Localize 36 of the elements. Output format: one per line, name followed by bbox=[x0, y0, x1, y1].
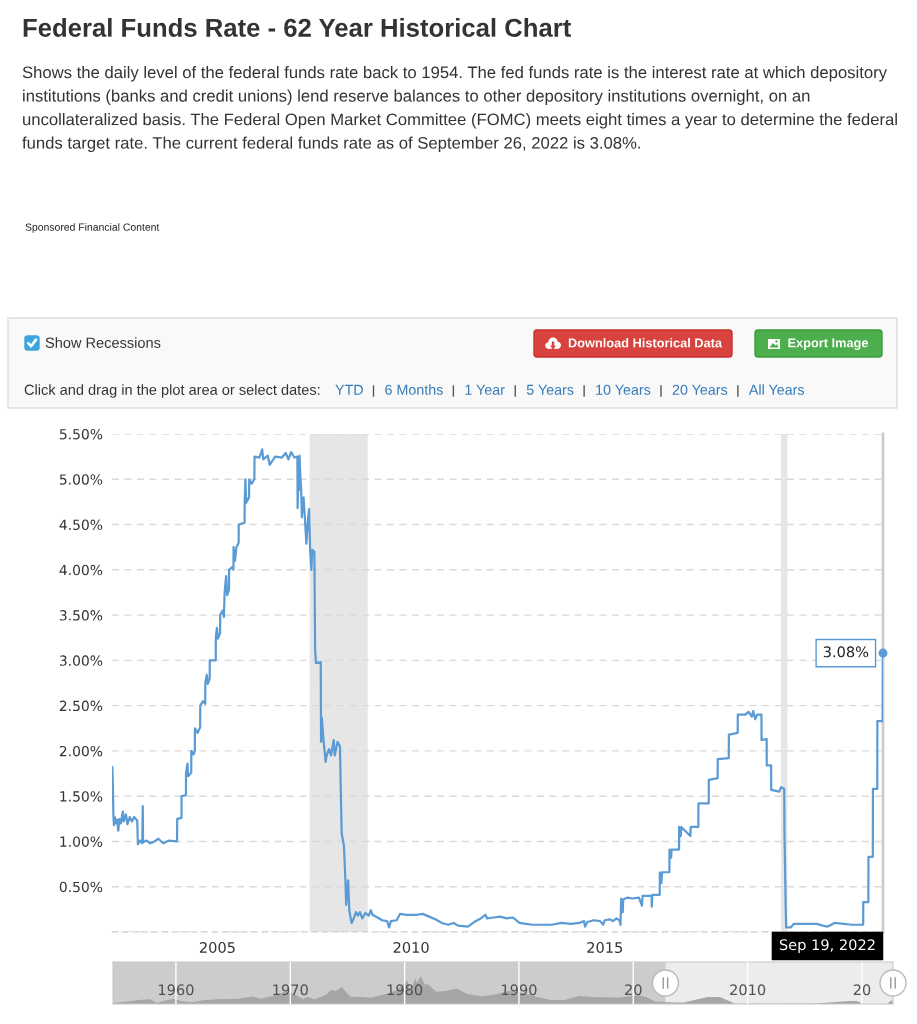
x-tick-label: 1970 bbox=[273, 984, 308, 996]
y-tick-label: 1.50% bbox=[60, 791, 103, 802]
text: Export Image bbox=[788, 338, 869, 350]
y-tick-label: 2.50% bbox=[59, 700, 103, 712]
x-tick-label: 1990 bbox=[501, 984, 537, 996]
text: 20 Years bbox=[672, 384, 728, 395]
x-tick-label: 20 bbox=[625, 984, 642, 996]
chart-title: Federal Funds Rate - 62 Year Historical Chart bbox=[23, 18, 571, 37]
x-tick-label: 2010 bbox=[393, 941, 429, 954]
text: Sponsored Financial Content bbox=[25, 223, 160, 233]
y-tick-label: 4.50% bbox=[59, 519, 103, 531]
text: YTD bbox=[335, 384, 363, 395]
y-tick-label: 1.00% bbox=[60, 836, 103, 847]
text: Show Recessions bbox=[45, 337, 161, 348]
y-tick-label: 0.50% bbox=[59, 881, 103, 893]
y-tick-label: 3.00% bbox=[59, 655, 103, 666]
text: All Years bbox=[748, 384, 805, 395]
text: 5 Years bbox=[526, 384, 574, 395]
x-tick-label: 20 bbox=[853, 984, 871, 996]
y-tick-label: 2.00% bbox=[59, 745, 103, 757]
y-tick-label: 5.50% bbox=[59, 428, 103, 440]
text: 1 Year bbox=[465, 384, 505, 395]
y-tick-label: 3.50% bbox=[59, 610, 103, 621]
x-tick-label: 2005 bbox=[199, 941, 235, 954]
x-tick-label: 1960 bbox=[158, 984, 194, 996]
chart-subtitle: Shows the daily level of the federal funds rate back to 1954. The fed funds rate is the interest rate at which depository institutions (banks and credit unions) lend reserve balances to other depository institutions overnight, on an uncollateralized basis. The Federal Open Market Committee (FOMC) meets eight times a year to determine the federal funds target rate. The current federal funds rate as of September 26, 2022 is 3.08%. bbox=[22, 66, 897, 153]
ref-line-label: Sep 19, 2022 bbox=[779, 939, 875, 954]
y-tick-label: 5.00% bbox=[59, 474, 103, 485]
x-tick-label: 2015 bbox=[587, 941, 623, 954]
text: Download Historical Data bbox=[568, 338, 723, 348]
text: Click and drag in the plot area or select dates: bbox=[24, 384, 320, 398]
text: 10 Years bbox=[596, 384, 651, 395]
text: 6 Months bbox=[385, 384, 443, 395]
y-tick-label: 4.00% bbox=[59, 564, 103, 576]
x-tick-label: 2010 bbox=[730, 984, 766, 996]
annotation: 3.08% bbox=[823, 646, 869, 658]
